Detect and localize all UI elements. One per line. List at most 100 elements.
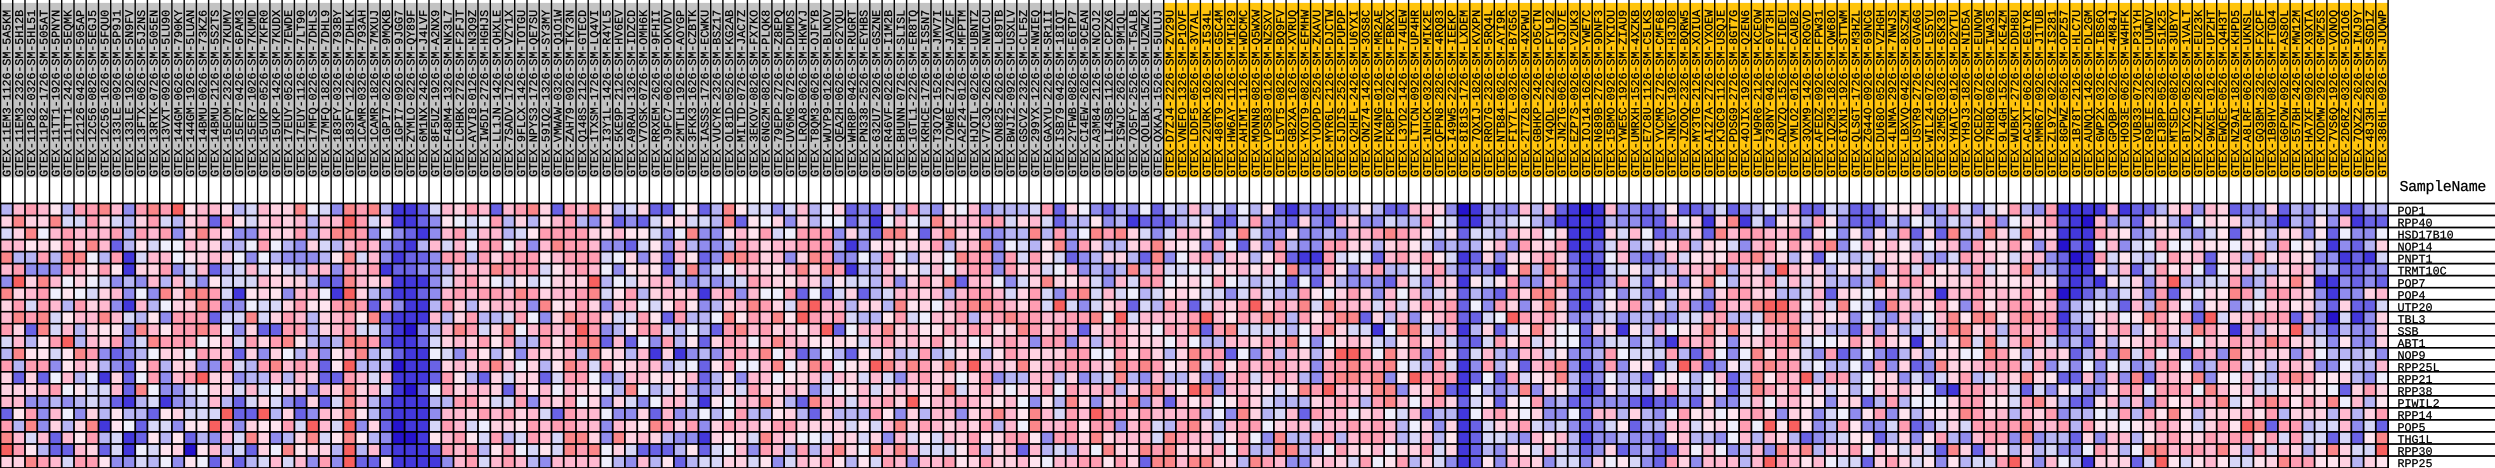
svg-text:GTEX-2YFWB-0826-SM-E6TP7: GTEX-2YFWB-0826-SM-E6TP7 <box>1066 10 1080 177</box>
svg-text:GTEX-LRQA8-0626-SM-HKWYJ: GTEX-LRQA8-0626-SM-HKWYJ <box>796 10 810 177</box>
svg-text:GTEX-ON825-2626-SM-L89TB: GTEX-ON825-2626-SM-L89TB <box>992 10 1006 177</box>
svg-text:GTEX-17EUY-0526-SM-7EWDE: GTEX-17EUY-0526-SM-7EWDE <box>282 10 296 177</box>
svg-text:GTEX-ACJXT-0626-SM-EGIYR: GTEX-ACJXT-0626-SM-EGIYR <box>2021 10 2035 177</box>
svg-text:GTEX-ZAH79-0926-SM-TK73N: GTEX-ZAH79-0926-SM-TK73N <box>564 10 578 177</box>
svg-text:GTEX-6M1NX-2426-SM-J4LVF: GTEX-6M1NX-2426-SM-J4LVF <box>417 10 431 177</box>
svg-text:GTEX-IASSS-1726-SM-ECWKU: GTEX-IASSS-1726-SM-ECWKU <box>698 10 712 177</box>
svg-text:GTEX-WIL24-0726-SM-L55YU: GTEX-WIL24-0726-SM-L55YU <box>1923 10 1937 177</box>
svg-text:GTEX-7VS6Q-1926-SM-VQNOQ: GTEX-7VS6Q-1926-SM-VQNOQ <box>2327 10 2341 177</box>
svg-text:GTEX-FIY7L-0326-SM-B7G5G: GTEX-FIY7L-0326-SM-B7G5G <box>1507 10 1521 177</box>
svg-text:GTEX-WHR8P-0426-SM-RUGRT: GTEX-WHR8P-0426-SM-RUGRT <box>845 10 859 177</box>
svg-text:GTEX-1GPI7-0226-SM-9MQKB: GTEX-1GPI7-0226-SM-9MQKB <box>380 10 394 177</box>
svg-text:GTEX-3EKOV-0826-SM-FX7KO: GTEX-3EKOV-0826-SM-FX7KO <box>747 10 761 177</box>
svg-text:GTEX-5JDIS-2526-SM-PUPDP: GTEX-5JDIS-2526-SM-PUPDP <box>1335 10 1349 177</box>
svg-text:GTEX-LI4SB-1126-SM-CPZX6: GTEX-LI4SB-1126-SM-CPZX6 <box>1103 10 1117 177</box>
svg-text:GTEX-12C56-1626-SM-5FQU0: GTEX-12C56-1626-SM-5FQU0 <box>99 10 113 177</box>
svg-text:PNPT1: PNPT1 <box>2398 253 2433 267</box>
svg-text:GTEX-N689B-2726-SM-9DNF3: GTEX-N689B-2726-SM-9DNF3 <box>1592 10 1606 177</box>
svg-text:GTEX-1GPI7-0926-SM-9JGG7: GTEX-1GPI7-0926-SM-9JGG7 <box>392 10 406 177</box>
svg-text:GTEX-MY3TG-2126-SM-XOIUA: GTEX-MY3TG-2126-SM-XOIUA <box>1690 9 1704 177</box>
svg-text:GTEX-632U7-2926-SM-GSZNE: GTEX-632U7-2926-SM-GSZNE <box>870 10 884 177</box>
svg-text:GTEX-A8LRF-0626-SM-UKNSL: GTEX-A8LRF-0626-SM-UKNSL <box>2241 10 2255 177</box>
svg-text:TRMT10C: TRMT10C <box>2398 265 2447 279</box>
svg-text:GTEX-17MFQ-0226-SM-7DHLS: GTEX-17MFQ-0226-SM-7DHLS <box>307 10 321 177</box>
svg-text:GTEX-L5VT5-0826-SM-BQ9FV: GTEX-L5VT5-0826-SM-BQ9FV <box>1274 10 1288 177</box>
svg-text:GTEX-1CAMR-0326-SM-793AH: GTEX-1CAMR-0326-SM-793AH <box>356 10 370 177</box>
svg-text:PIWIL2: PIWIL2 <box>2398 397 2440 411</box>
svg-text:GTEX-738NY-0426-SM-6VT3H: GTEX-738NY-0426-SM-6VT3H <box>1764 10 1778 177</box>
svg-text:GTEX-7QXIJ-1826-SM-KVXPN: GTEX-7QXIJ-1826-SM-KVXPN <box>1470 10 1484 177</box>
svg-text:GTEX-15BMO-0926-SM-YKIOU: GTEX-15BMO-0926-SM-YKIOU <box>1605 10 1619 177</box>
svg-text:GTEX-VPSB3-0126-SM-NZSXV: GTEX-VPSB3-0126-SM-NZSXV <box>1262 10 1276 177</box>
svg-text:POP1: POP1 <box>2398 205 2426 219</box>
svg-text:GTEX-QOLBK-1526-SM-UZWZK: GTEX-QOLBK-1526-SM-UZWZK <box>1139 10 1153 177</box>
svg-text:POP5: POP5 <box>2398 421 2426 435</box>
svg-text:GTEX-7OW8E-2726-SM-JAVZF: GTEX-7OW8E-2726-SM-JAVZF <box>943 10 957 177</box>
svg-text:GTEX-486T9-2826-SM-G5C4M: GTEX-486T9-2826-SM-G5C4M <box>1213 10 1227 177</box>
svg-text:RPP25L: RPP25L <box>2398 361 2440 375</box>
svg-text:GTEX-183FY-1226-SM-7DHLK: GTEX-183FY-1226-SM-7DHLK <box>343 10 357 177</box>
svg-text:GTEX-BTXC2-0526-SM-1VALT: GTEX-BTXC2-0526-SM-1VALT <box>2180 10 2194 177</box>
svg-text:GTEX-11TT1-2426-SM-5EQMK: GTEX-11TT1-2426-SM-5EQMK <box>62 10 76 177</box>
svg-text:GTEX-HJQTL-0226-SM-UBNTZ: GTEX-HJQTL-0226-SM-UBNTZ <box>968 10 982 177</box>
svg-text:GTEX-1B9HV-0826-SM-FTGD4: GTEX-1B9HV-0826-SM-FTGD4 <box>2266 10 2280 177</box>
svg-text:GTEX-Q2HFL-2426-SM-U6YXI: GTEX-Q2HFL-2426-SM-U6YXI <box>1347 10 1361 177</box>
svg-text:GTEX-IOJ14-1626-SM-YWE7C: GTEX-IOJ14-1626-SM-YWE7C <box>1580 10 1594 177</box>
svg-text:GTEX-BHUNN-0726-SM-SLISL: GTEX-BHUNN-0726-SM-SLISL <box>894 10 908 177</box>
svg-text:GTEX-4LNMA-2926-SM-7NWJS: GTEX-4LNMA-2926-SM-7NWJS <box>1886 10 1900 177</box>
svg-text:GTEX-LDDF5-0526-SM-3V7AL: GTEX-LDDF5-0526-SM-3V7AL <box>1188 10 1202 177</box>
svg-text:GTEX-E7C8U-1126-SM-C5LKS: GTEX-E7C8U-1126-SM-C5LKS <box>1641 10 1655 177</box>
svg-text:RPP14: RPP14 <box>2398 409 2433 423</box>
svg-text:GTEX-I49W5-2226-SM-IEEKP: GTEX-I49W5-2226-SM-IEEKP <box>1445 10 1459 177</box>
svg-text:GTEX-WUYP9-0126-SM-BLNOV: GTEX-WUYP9-0126-SM-BLNOV <box>821 10 835 177</box>
svg-text:GTEX-AYVI8-0126-SM-N3Q9Z: GTEX-AYVI8-0126-SM-N3Q9Z <box>466 10 480 177</box>
svg-text:GTEX-8GPWZ-0526-SM-OPZ57: GTEX-8GPWZ-0526-SM-OPZ57 <box>2058 10 2072 177</box>
svg-text:GTEX-MYR6L-2126-SM-DJCTW: GTEX-MYR6L-2126-SM-DJCTW <box>1323 9 1337 177</box>
svg-text:GTEX-1GTL1-2226-SM-ER8TQ: GTEX-1GTL1-2226-SM-ER8TQ <box>907 10 921 177</box>
svg-text:GTEX-CI4EW-2626-SM-9CEAN: GTEX-CI4EW-2626-SM-9CEAN <box>1078 10 1092 177</box>
svg-text:GTEX-3QXM9-1426-SM-ROGVD: GTEX-3QXM9-1426-SM-ROGVD <box>1800 10 1814 177</box>
svg-text:GTEX-GAXYU-2226-SM-SR1II: GTEX-GAXYU-2226-SM-SR1II <box>1041 10 1055 177</box>
svg-text:GTEX-ZL9YZ-0226-SM-IS281: GTEX-ZL9YZ-0226-SM-IS281 <box>2045 10 2059 177</box>
svg-text:GTEX-GQ3BM-2326-SM-FXCPF: GTEX-GQ3BM-2326-SM-FXCPF <box>2253 10 2267 177</box>
svg-text:GTEX-11P82-1726-SM-505AT: GTEX-11P82-1726-SM-505AT <box>37 10 51 177</box>
svg-text:GTEX-J9FC7-0626-SM-OKVDV: GTEX-J9FC7-0626-SM-OKVDV <box>662 10 676 177</box>
svg-text:GTEX-AUNQ1-1426-SM-DL2GM: GTEX-AUNQ1-1426-SM-DL2GM <box>2082 10 2096 177</box>
svg-text:GTEX-9FLCX-1426-SM-TOTGU: GTEX-9FLCX-1426-SM-TOTGU <box>515 10 529 177</box>
svg-text:GTEX-13RTK-0726-SM-505EN: GTEX-13RTK-0726-SM-505EN <box>148 10 162 177</box>
svg-text:POP4: POP4 <box>2398 289 2426 303</box>
svg-text:RPP40: RPP40 <box>2398 217 2433 231</box>
svg-text:GTEX-T8QM3-0626-SM-OJFYB: GTEX-T8QM3-0626-SM-OJFYB <box>809 10 823 177</box>
svg-text:GTEX-WUBKT-2726-SM-DDH8U: GTEX-WUBKT-2726-SM-DDH8U <box>2009 10 2023 177</box>
svg-text:GTEX-PN338-2526-SM-EYHBS: GTEX-PN338-2526-SM-EYHBS <box>858 10 872 177</box>
svg-text:GTEX-133LE-1926-SM-5N9FV: GTEX-133LE-1926-SM-5N9FV <box>123 10 137 177</box>
svg-text:GTEX-GPQBP-0226-SM-4M84J: GTEX-GPQBP-0226-SM-4M84J <box>2107 10 2121 177</box>
svg-text:GTEX-KRHCE-1726-SM-IS5N7: GTEX-KRHCE-1726-SM-IS5N7 <box>919 10 933 177</box>
svg-text:GTEX-VUCYR-2326-SM-BSZ17: GTEX-VUCYR-2326-SM-BSZ17 <box>711 10 725 177</box>
svg-text:GTEX-YVCMR-2726-SM-CMF68: GTEX-YVCMR-2726-SM-CMF68 <box>1654 10 1668 177</box>
svg-text:GTEX-7RH8Q-0626-SM-IWA35: GTEX-7RH8Q-0626-SM-IWA35 <box>1984 10 1998 177</box>
svg-text:GTEX-299YX-1226-SM-NWIEQ: GTEX-299YX-1226-SM-NWIEQ <box>1029 10 1043 177</box>
svg-text:GTEX-15UKP-0526-SM-7KFR0: GTEX-15UKP-0526-SM-7KFR0 <box>258 10 272 177</box>
svg-text:GTEX-48J3H-2826-SM-SGD1Z: GTEX-48J3H-2826-SM-SGD1Z <box>2364 10 2378 177</box>
svg-text:GTEX-1TXSM-1726-SM-LQ4VI: GTEX-1TXSM-1726-SM-LQ4VI <box>588 10 602 177</box>
svg-text:GTEX-1NHCK-0326-SM-MIK2E: GTEX-1NHCK-0326-SM-MIK2E <box>1421 10 1435 177</box>
svg-text:GTEX-ISWJC-2626-SM-9M1QL: GTEX-ISWJC-2626-SM-9M1QL <box>1115 10 1129 177</box>
svg-text:GTEX-R9EIE-2326-SM-UUWDV: GTEX-R9EIE-2326-SM-UUWDV <box>2143 10 2157 177</box>
svg-text:GTEX-NPYS3-1726-SM-QE7SU: GTEX-NPYS3-1726-SM-QE7SU <box>527 10 541 177</box>
svg-text:GTEX-133LE-0926-SM-5P9J1: GTEX-133LE-0926-SM-5P9J1 <box>111 10 125 177</box>
svg-text:GTEX-2T7Z8-0226-SM-4XPWU: GTEX-2T7Z8-0226-SM-4XPWU <box>1519 10 1533 177</box>
svg-text:GTEX-ON274-1426-SM-3OS8C: GTEX-ON274-1426-SM-3OS8C <box>1360 10 1374 177</box>
svg-text:GTEX-QFPN8-2826-SM-4RQ83: GTEX-QFPN8-2826-SM-4RQ83 <box>1433 10 1447 177</box>
svg-text:GTEX-2D6RZ-0326-SM-5O1O6: GTEX-2D6RZ-0326-SM-5O1O6 <box>2339 10 2353 177</box>
svg-text:GTEX-MMR67-0926-SM-J1TUB: GTEX-MMR67-0926-SM-J1TUB <box>2033 10 2047 177</box>
svg-text:GTEX-V7C3Q-2626-SM-NWICU: GTEX-V7C3Q-2626-SM-NWICU <box>980 10 994 177</box>
svg-text:GTEX-AHIMI-1126-SM-WDCMC: GTEX-AHIMI-1126-SM-WDCMC <box>1237 10 1251 177</box>
svg-text:GTEX-YHATC-0126-SM-D2YTU: GTEX-YHATC-0126-SM-D2YTU <box>1947 10 1961 177</box>
svg-text:RPP25: RPP25 <box>2398 457 2433 468</box>
svg-text:GTEX-A9RAU-1326-SM-IDZCD: GTEX-A9RAU-1326-SM-IDZCD <box>625 10 639 177</box>
svg-text:GTEX-D7ZJ4-2226-SM-ZV29U: GTEX-D7ZJ4-2226-SM-ZV29U <box>1164 10 1178 177</box>
svg-text:GTEX-F48M4-1326-SM-NK3L7: GTEX-F48M4-1326-SM-NK3L7 <box>441 10 455 177</box>
svg-text:UTP20: UTP20 <box>2398 301 2433 315</box>
svg-text:GTEX-14BMU-2126-SM-5S2TS: GTEX-14BMU-2126-SM-5S2TS <box>209 10 223 177</box>
